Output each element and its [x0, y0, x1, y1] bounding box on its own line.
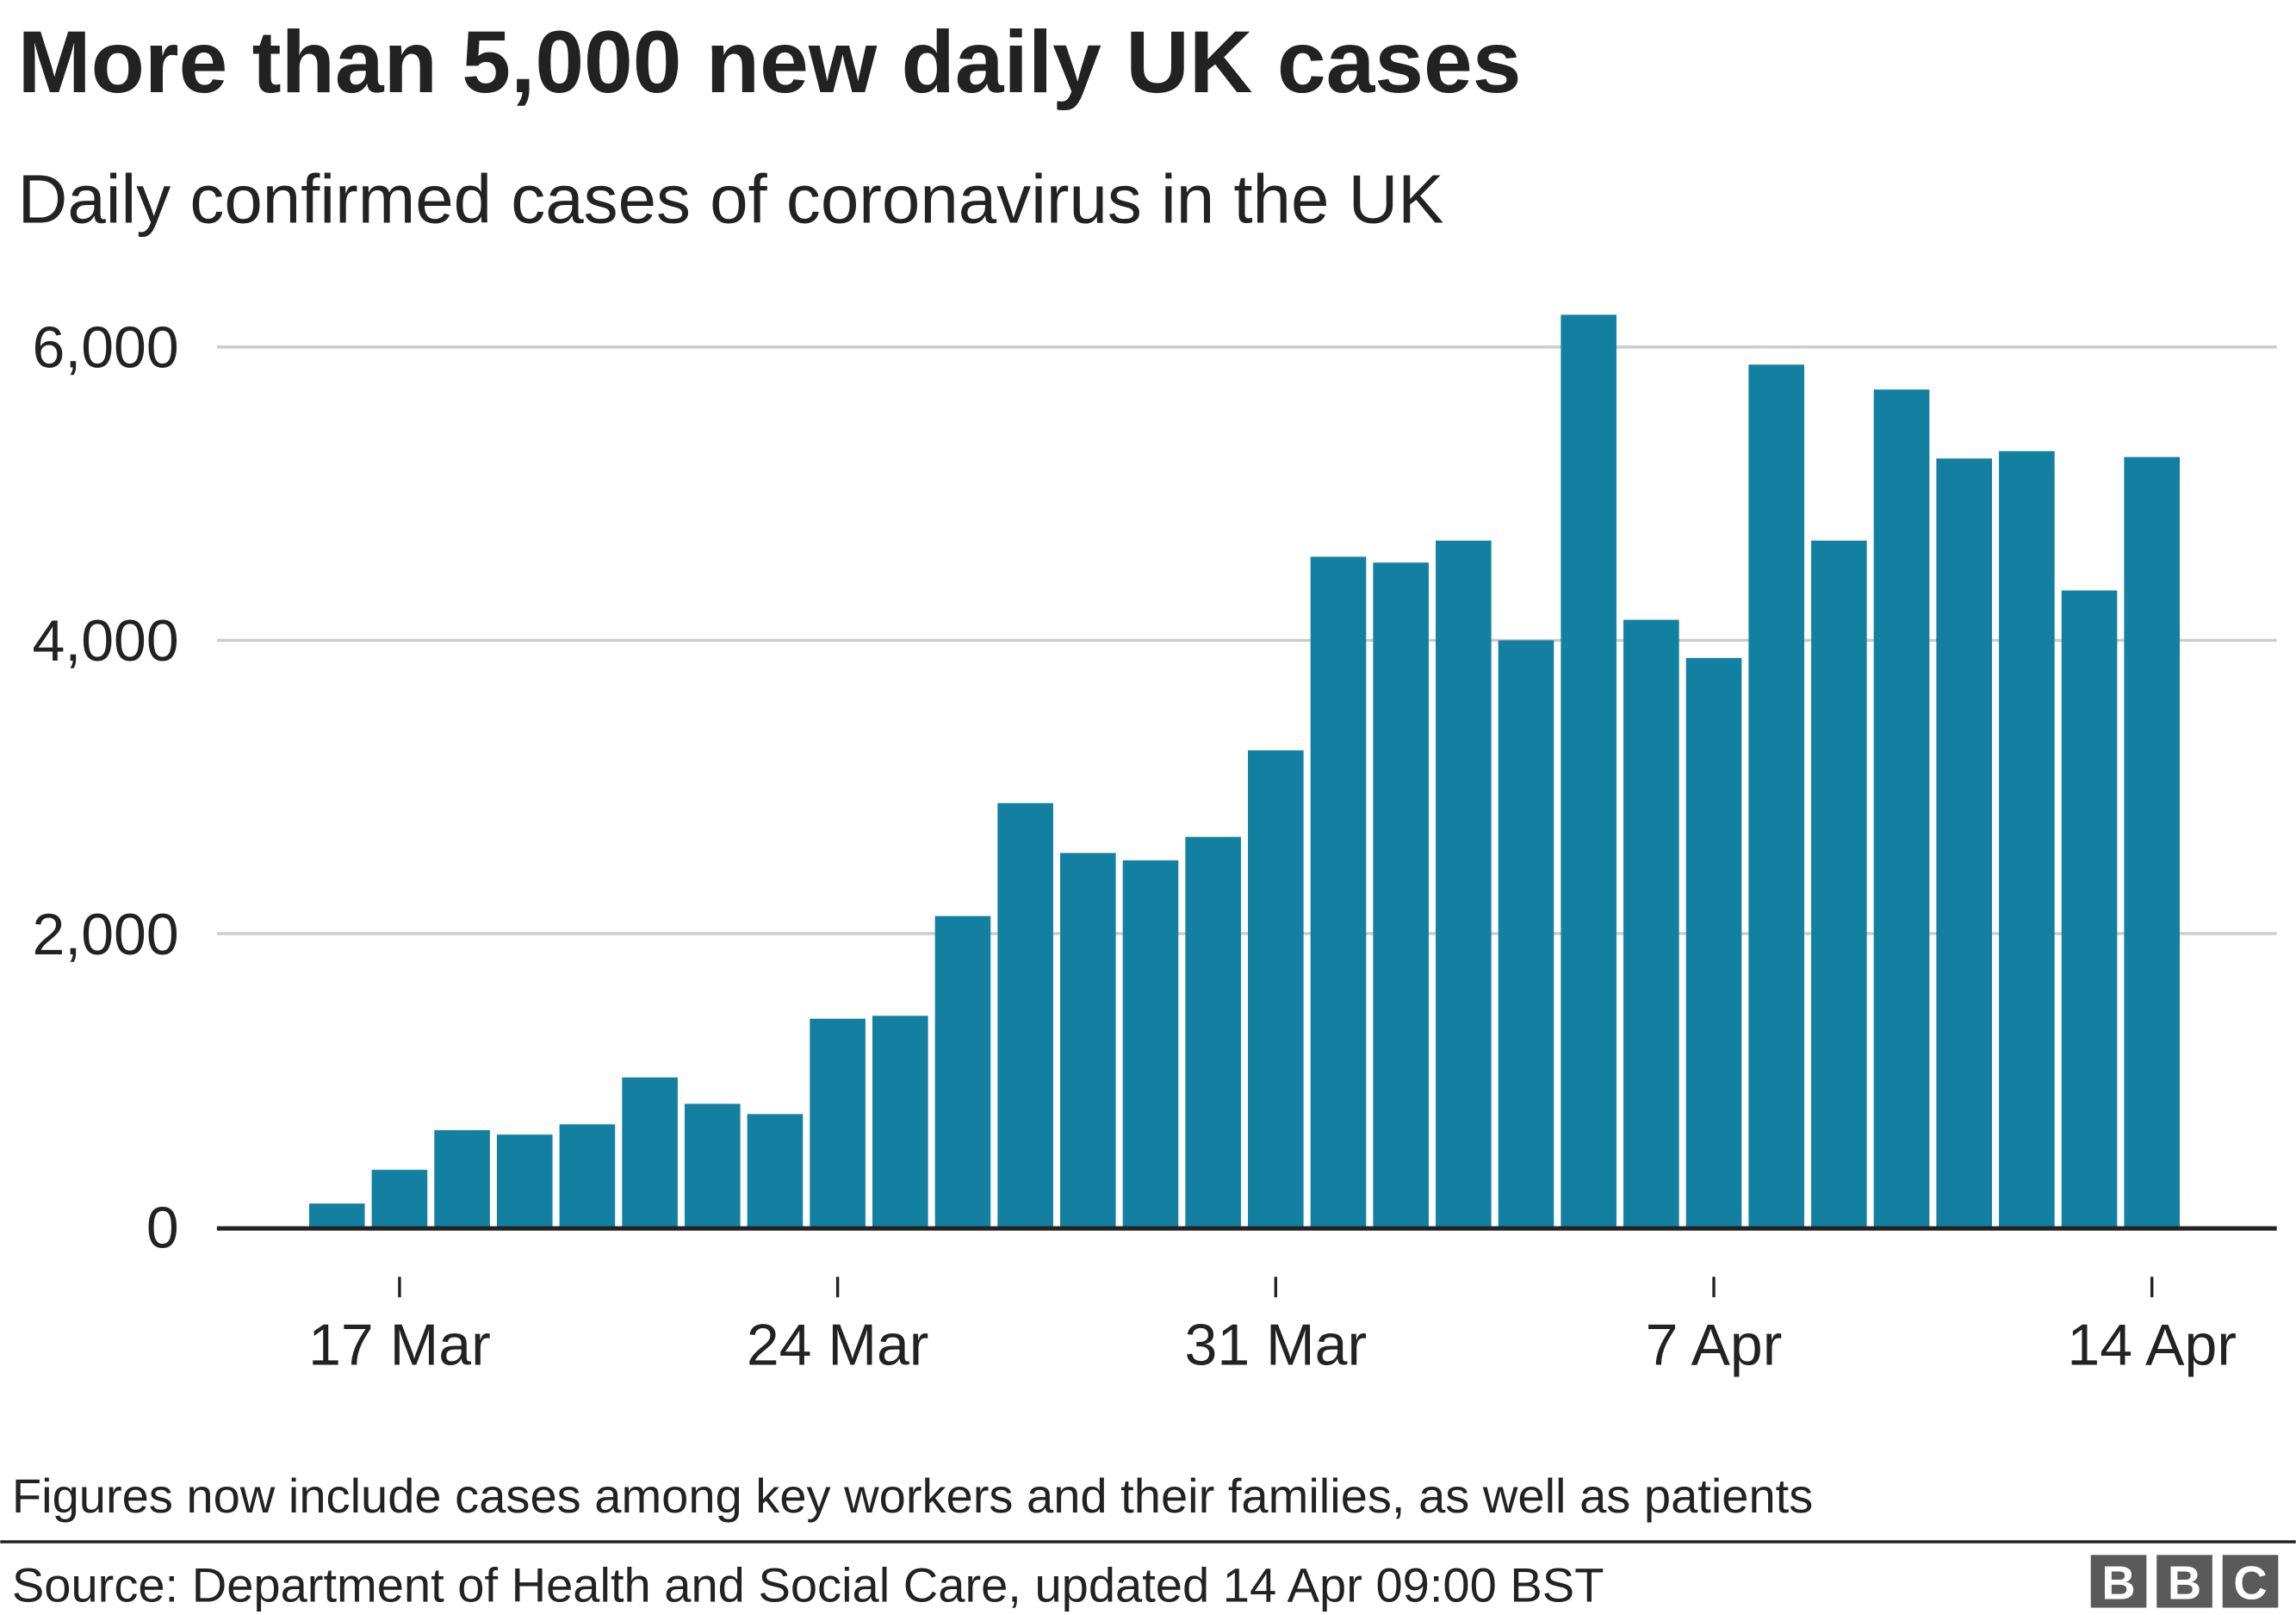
bar-22-mar	[684, 1103, 741, 1227]
bar-11-apr	[1936, 458, 1992, 1227]
x-tick-label: 24 Mar	[747, 1312, 929, 1377]
x-axis: 17 Mar 24 Mar 31 Mar 7 Apr 14 Apr	[216, 1226, 2277, 1377]
source-note: Source: Department of Health and Social …	[12, 1558, 1604, 1612]
bar-25-mar	[872, 1016, 928, 1227]
x-tick-label: 14 Apr	[2067, 1312, 2237, 1377]
bar-31-mar	[1248, 750, 1304, 1227]
bar-7-apr	[1685, 657, 1742, 1227]
bar-2-apr	[1373, 562, 1429, 1227]
bar-17-mar	[371, 1170, 428, 1227]
svg-text:B: B	[2101, 1556, 2135, 1609]
bar-13-apr	[2061, 590, 2118, 1227]
svg-text:C: C	[2233, 1556, 2267, 1609]
bar-21-mar	[622, 1077, 678, 1227]
bar-24-mar	[810, 1018, 866, 1227]
bar-26-mar	[934, 916, 991, 1227]
bar-1-apr	[1310, 556, 1367, 1227]
bar-18-mar	[434, 1130, 490, 1227]
bar-4-apr	[1498, 640, 1554, 1227]
bar-27-mar	[997, 803, 1053, 1227]
bar-14-apr	[2124, 457, 2181, 1227]
bbc-logo: B B C	[2090, 1555, 2279, 1609]
bar-10-apr	[1873, 389, 1930, 1227]
bar-6-apr	[1623, 619, 1679, 1227]
chart-title: More than 5,000 new daily UK cases	[18, 13, 1522, 111]
svg-text:B: B	[2168, 1556, 2201, 1609]
bar-8-apr	[1748, 364, 1804, 1227]
bar-30-mar	[1185, 836, 1241, 1227]
bar-20-mar	[559, 1124, 616, 1227]
bar-3-apr	[1436, 540, 1492, 1227]
x-tick-label: 31 Mar	[1185, 1312, 1368, 1377]
y-tick-label: 0	[146, 1195, 179, 1260]
x-tick-label: 7 Apr	[1646, 1312, 1783, 1377]
footnote: Figures now include cases among key work…	[12, 1469, 1813, 1523]
bar-5-apr	[1561, 314, 1617, 1227]
bar-9-apr	[1811, 540, 1867, 1227]
y-axis: 0 2,000 4,000 6,000	[33, 315, 179, 1261]
y-tick-label: 2,000	[33, 902, 179, 967]
x-tick-label: 17 Mar	[308, 1312, 491, 1377]
y-tick-label: 6,000	[33, 315, 179, 381]
gridlines	[216, 345, 2277, 935]
y-tick-label: 4,000	[33, 608, 179, 674]
bar-29-mar	[1122, 860, 1179, 1227]
bar-12-apr	[1999, 450, 2055, 1227]
bar-19-mar	[496, 1134, 553, 1227]
chart-subtitle: Daily confirmed cases of coronavirus in …	[18, 160, 1444, 237]
bar-23-mar	[747, 1114, 804, 1227]
bar-16-mar	[308, 1203, 365, 1227]
bars	[308, 314, 2181, 1227]
bar-28-mar	[1060, 853, 1116, 1227]
